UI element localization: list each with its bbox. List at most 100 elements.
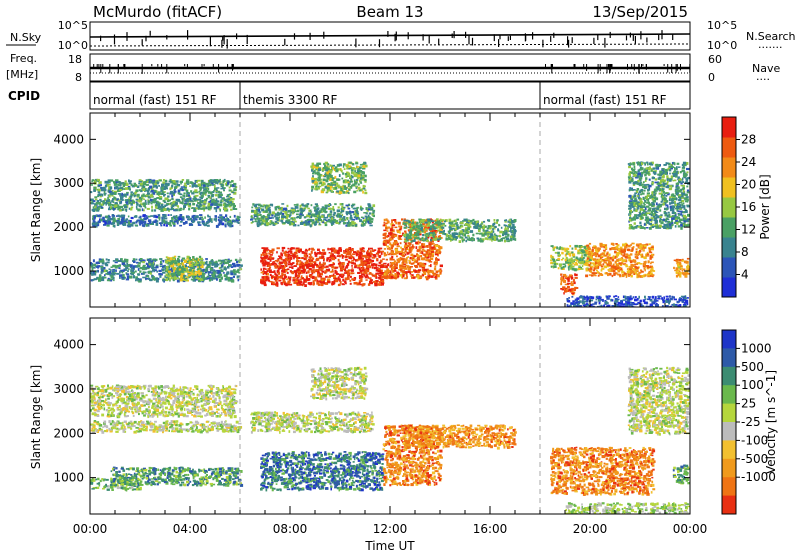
scatter-cell (124, 194, 126, 197)
scatter-cell (172, 182, 176, 185)
scatter-cell (146, 180, 149, 184)
scatter-cell (326, 177, 330, 180)
scatter-cell (96, 200, 100, 203)
scatter-cell (427, 272, 430, 275)
scatter-cell (276, 247, 280, 250)
scatter-cell (300, 221, 304, 225)
scatter-cell (328, 276, 331, 278)
scatter-cell (198, 279, 202, 283)
scatter-cell (202, 200, 204, 203)
scatter-cell (338, 163, 342, 167)
scatter-cell (321, 252, 324, 256)
scatter-cell (181, 257, 186, 260)
scatter-cell (353, 216, 358, 219)
scatter-cell (325, 265, 329, 268)
scatter-cell (271, 258, 275, 260)
scatter-cell (177, 277, 180, 280)
scatter-cell (109, 186, 113, 190)
scatter-cell (407, 235, 411, 238)
scatter-cell (159, 179, 162, 182)
scatter-cell (448, 219, 451, 222)
scatter-cell (170, 186, 173, 189)
scatter-cell (281, 246, 286, 250)
scatter-cell (377, 269, 382, 273)
scatter-cell (189, 263, 193, 267)
scatter-cell (198, 193, 201, 195)
scatter-cell (219, 262, 223, 265)
scatter-cell (194, 265, 197, 268)
scatter-cell (425, 250, 429, 254)
scatter-cell (319, 281, 323, 284)
scatter-cell (141, 224, 145, 227)
scatter-cell (237, 278, 240, 282)
scatter-cell (230, 266, 234, 268)
scatter-cell (360, 276, 364, 278)
scatter-cell (386, 268, 390, 271)
scatter-cell (476, 237, 480, 240)
scatter-cell (104, 198, 107, 202)
scatter-cell (147, 189, 150, 193)
scatter-cell (355, 211, 358, 214)
scatter-cell (121, 271, 124, 274)
scatter-cell (174, 218, 178, 221)
scatter-cell (121, 196, 124, 199)
scatter-cell (295, 247, 299, 250)
scatter-cell (329, 210, 332, 213)
scatter-cell (265, 206, 268, 210)
scatter-cell (98, 279, 102, 282)
scatter-cell (308, 263, 311, 266)
scatter-cell (98, 181, 102, 184)
scatter-cell (195, 207, 198, 210)
scatter-cell (270, 217, 274, 219)
scatter-cell (361, 255, 366, 258)
scatter-cell (268, 217, 272, 219)
scatter-cell (391, 256, 394, 259)
scatter-cell (359, 263, 363, 266)
scatter-cell (170, 264, 174, 268)
scatter-cell (172, 278, 175, 282)
scatter-cell (227, 266, 230, 269)
scatter-cell (281, 253, 284, 257)
scatter-cell (391, 274, 395, 277)
scatter-cell (104, 201, 107, 204)
scatter-cell (351, 175, 354, 179)
scatter-cell (387, 263, 390, 267)
scatter-cell (338, 222, 341, 225)
scatter-cell (402, 274, 405, 278)
scatter-cell (504, 228, 508, 231)
scatter-cell (279, 277, 283, 279)
scatter-cell (122, 182, 126, 186)
scatter-cell (130, 197, 132, 200)
scatter-cell (285, 282, 289, 286)
scatter-cell (94, 196, 98, 199)
scatter-cell (226, 184, 229, 187)
scatter-cell (403, 258, 406, 261)
scatter-cell (316, 214, 319, 218)
scatter-cell (184, 264, 187, 268)
scatter-cell (311, 257, 315, 260)
scatter-cell (161, 186, 164, 190)
scatter-cell (299, 212, 303, 215)
scatter-cell (119, 189, 123, 191)
scatter-cell (367, 256, 370, 258)
scatter-cell (336, 164, 340, 167)
scatter-cell (198, 274, 201, 276)
scatter-cell (162, 181, 166, 185)
scatter-cell (188, 272, 192, 275)
scatter-cell (167, 275, 171, 278)
scatter-cell (193, 273, 196, 276)
scatter-cell (163, 266, 166, 269)
scatter-cell (223, 261, 228, 265)
scatter-cell (294, 220, 297, 223)
scatter-cell (97, 188, 101, 192)
scatter-cell (134, 270, 137, 273)
scatter-cell (349, 275, 352, 278)
scatter-cell (347, 207, 351, 210)
scatter-cell (345, 175, 348, 178)
scatter-cell (147, 259, 151, 261)
scatter-cell (203, 188, 207, 191)
scatter-cell (361, 247, 365, 250)
scatter-cell (362, 268, 365, 272)
scatter-cell (423, 249, 426, 252)
scatter-cell (225, 272, 228, 276)
